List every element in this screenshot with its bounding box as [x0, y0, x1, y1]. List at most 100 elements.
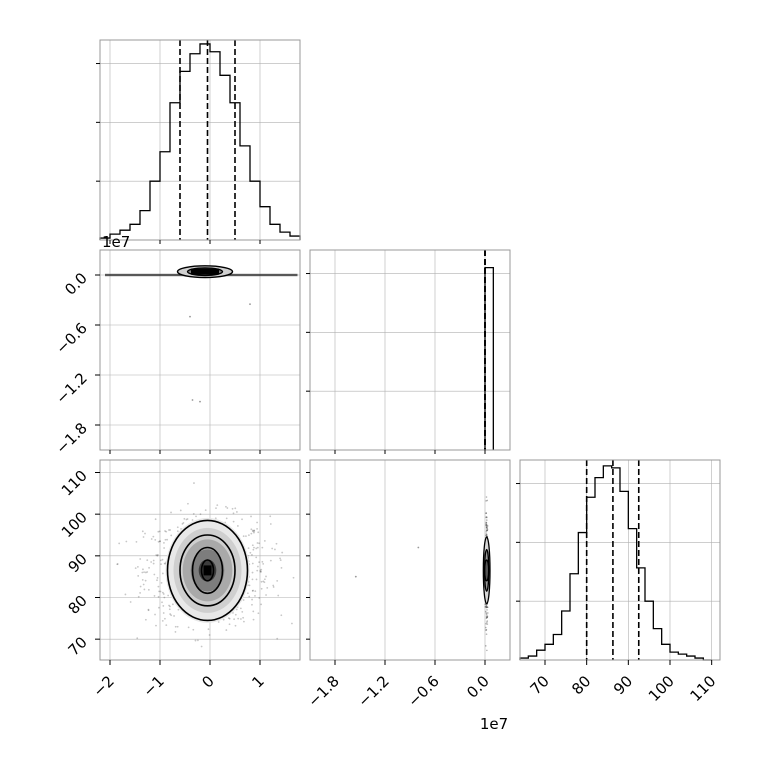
p3-vs-p1-scatter-point: [142, 568, 144, 571]
p3-vs-p1-scatter-point: [152, 559, 155, 562]
p3-vs-p2-scatter-point: [486, 524, 488, 526]
p3-vs-p2-outlier-point-0: [354, 575, 357, 578]
p3-vs-p2-scatter-point: [485, 629, 487, 631]
x-tick-label-p3-1: 80: [568, 672, 594, 698]
x-tick-label-p3-4: 110: [687, 672, 720, 705]
p3-vs-p1-scatter-point: [279, 559, 282, 562]
y-tick-label-p3-4: 110: [58, 467, 91, 500]
p3-vs-p1-scatter-point: [248, 534, 250, 537]
p3-vs-p2-scatter-point: [486, 606, 489, 608]
x-tick-label-p2-0: −1.8: [304, 672, 342, 710]
p3-vs-p2-scatter-point: [485, 496, 488, 498]
p3-vs-p2-scatter-point: [486, 529, 488, 532]
p3-vs-p1-peak-mark: [203, 565, 212, 576]
p3-vs-p1-scatter-point: [240, 618, 242, 620]
y-offset-label-p2: 1e7: [102, 233, 130, 251]
p3-vs-p1-scatter-point: [165, 530, 168, 533]
p3-vs-p1-scatter-point: [161, 591, 164, 594]
p3-vs-p1-scatter-point: [259, 570, 262, 573]
p3-vs-p1-scatter-point: [251, 589, 254, 592]
p3-vs-p2-scatter-point: [485, 633, 488, 635]
p3-vs-p1-scatter-point: [272, 586, 275, 588]
p2-vs-p1-outlier-point-1: [199, 400, 201, 403]
p3-vs-p1-scatter-point: [185, 518, 188, 521]
p3-vs-p1-scatter-point: [157, 540, 160, 543]
p3-vs-p1-scatter-point: [280, 614, 283, 617]
p3-vs-p1-scatter-point: [161, 572, 164, 575]
p3-vs-p1-scatter-point: [142, 536, 145, 538]
p3-vs-p1-scatter-point: [154, 538, 157, 541]
p3-vs-p2-scatter-point: [484, 606, 487, 608]
p3-vs-p2-contour-2: [484, 559, 490, 582]
p3-vs-p1-scatter-point: [158, 540, 161, 543]
p3-vs-p1-scatter-point: [234, 624, 237, 627]
p3-vs-p1-scatter-point: [241, 518, 243, 521]
p3-vs-p1-scatter-point: [200, 645, 203, 648]
p3-vs-p2-scatter-point: [485, 523, 488, 526]
p3-vs-p1-scatter-point: [265, 594, 267, 596]
x-tick-label-p2-2: −0.6: [404, 672, 442, 710]
p3-vs-p1-scatter-point: [159, 540, 161, 543]
p3-vs-p1-scatter-point: [158, 590, 161, 593]
p3-vs-p2-scatter-point: [485, 626, 487, 629]
p3-vs-p1-frame: [99, 459, 301, 661]
p3-vs-p1-scatter-point: [152, 535, 155, 538]
p3-vs-p1-scatter-point: [135, 540, 138, 543]
p3-vs-p1-scatter-point: [157, 530, 160, 533]
p3-vs-p1-scatter-point: [137, 595, 140, 598]
p3-vs-p1-scatter-point: [166, 538, 169, 541]
p3-vs-p1-scatter-point: [192, 628, 195, 631]
p3-vs-p1-scatter-point: [177, 608, 180, 611]
p3-vs-p1-scatter-point: [232, 520, 235, 523]
p3-vs-p1-scatter-point: [215, 507, 217, 510]
p3-vs-p1-scatter-point: [242, 616, 245, 619]
p3-vs-p1-scatter-point: [235, 608, 238, 611]
p3-vs-p1-scatter-point: [258, 561, 261, 564]
x-tick-label-p1-3: 1: [248, 672, 267, 691]
p3-vs-p1-scatter-point: [139, 558, 142, 560]
p3-vs-p1-scatter-point: [160, 581, 163, 584]
p3-vs-p1-scatter-point: [144, 579, 147, 582]
p3-vs-p1-scatter-point: [253, 529, 256, 532]
p3-vs-p1-scatter-point: [250, 515, 252, 518]
p3-vs-p1-scatter-point: [141, 571, 144, 574]
p3-vs-p1-scatter-point: [252, 548, 255, 551]
p3-vs-p1-scatter-point: [276, 579, 279, 582]
p3-vs-p1-scatter-point: [225, 629, 228, 631]
p3-vs-p1-scatter-point: [241, 610, 244, 613]
p3-vs-p1-scatter-point: [153, 573, 156, 576]
p3-vs-p1-scatter-point: [158, 606, 160, 609]
p3-vs-p1-scatter-point: [248, 584, 251, 587]
p3-vs-p1-scatter-point: [252, 618, 255, 621]
p3-vs-p1-scatter-point: [253, 531, 255, 534]
x-offset-label-p2: 1e7: [480, 715, 508, 733]
p3-vs-p1-scatter-point: [134, 567, 137, 570]
p3-vs-p1-scatter-point: [141, 578, 144, 581]
p3-vs-p1-scatter-point: [173, 615, 175, 617]
p3-vs-p1-scatter-point: [142, 583, 145, 586]
p3-vs-p1-scatter-point: [260, 568, 263, 571]
p3-vs-p1-scatter-point: [263, 581, 266, 584]
p3-vs-p2-scatter-point: [485, 523, 487, 525]
p3-vs-p1-scatter-point: [176, 530, 179, 533]
y-tick-label-p2-2: −1.2: [52, 369, 90, 407]
p3-vs-p1-scatter-point: [252, 530, 254, 533]
y-tick-label-p3-0: 70: [65, 633, 91, 659]
p3-marginal-histogram-steps: [519, 465, 712, 661]
p3-vs-p1-scatter-point: [261, 560, 264, 563]
p3-vs-p1-scatter-point: [254, 594, 256, 597]
p3-vs-p1-scatter-point: [187, 502, 189, 505]
p3-vs-p1-scatter-point: [158, 530, 161, 533]
p3-vs-p1-scatter-point: [237, 617, 240, 620]
p1-marginal-histogram-steps: [99, 43, 301, 240]
p3-vs-p1-scatter-point: [262, 580, 265, 583]
p3-vs-p1-scatter-point: [292, 576, 295, 579]
p3-vs-p1-scatter-point: [255, 556, 258, 559]
p3-vs-p1-scatter-point: [225, 505, 227, 508]
p3-vs-p1-scatter-point: [208, 634, 211, 636]
p3-vs-p1-scatter-point: [144, 571, 147, 574]
p3-vs-p1-scatter-point: [260, 587, 263, 590]
p3-vs-p1-scatter-point: [228, 623, 231, 626]
p3-vs-p1-scatter-point: [257, 612, 260, 615]
p3-vs-p2-scatter-point: [484, 603, 487, 606]
